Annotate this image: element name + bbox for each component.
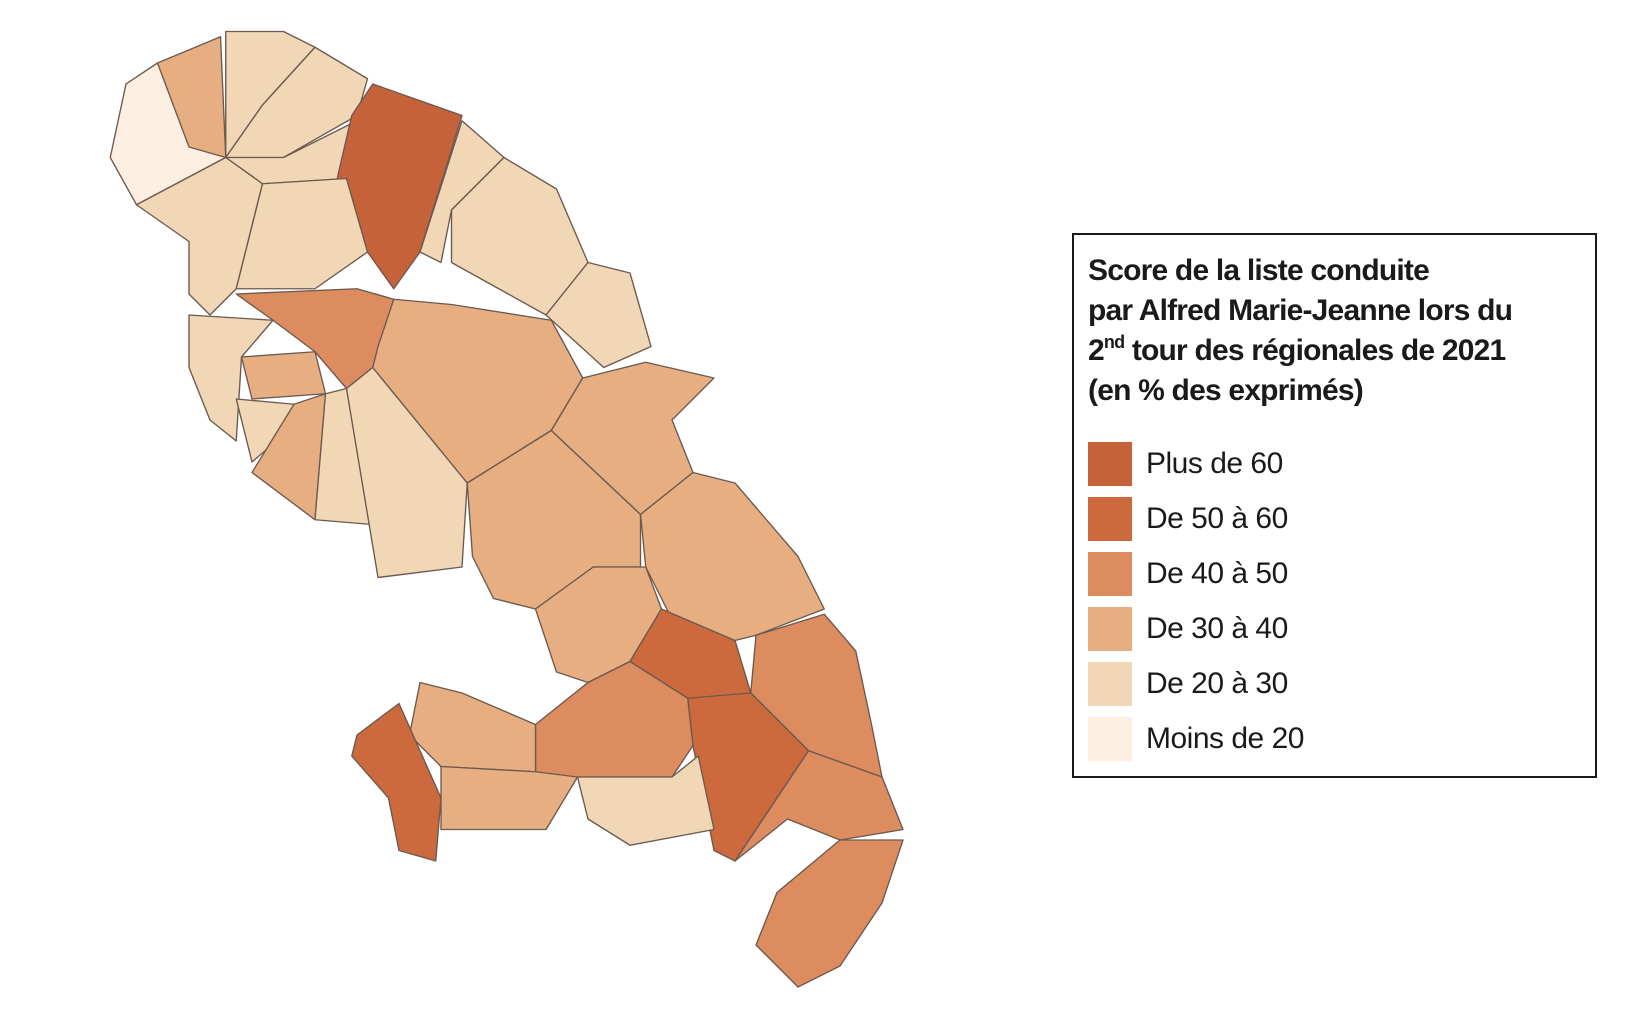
commune: [755, 839, 904, 988]
legend-label: De 30 à 40: [1146, 612, 1288, 645]
commune: [235, 177, 369, 290]
legend-title-sup: nd: [1104, 332, 1124, 352]
legend-title: 2nd tour des régionales de 2021: [1088, 332, 1505, 367]
legend-title: Score de la liste conduite: [1088, 254, 1429, 287]
map: [109, 30, 904, 988]
commune: [440, 765, 579, 831]
commune: [419, 120, 505, 264]
commune: [576, 755, 715, 846]
commune: [335, 83, 463, 290]
legend-swatch: [1088, 442, 1132, 486]
legend: Score de la liste conduite par Alfred Ma…: [1072, 233, 1597, 778]
commune: [135, 156, 264, 316]
commune: [240, 351, 327, 400]
commune: [351, 702, 442, 862]
legend-title: 2: [1088, 334, 1104, 367]
legend-label: De 20 à 30: [1146, 667, 1288, 700]
commune: [734, 750, 904, 862]
legend-title: tour des régionales de 2021: [1124, 334, 1505, 367]
legend-box: [1072, 233, 1597, 778]
commune: [188, 314, 274, 442]
legend-label: Moins de 20: [1146, 722, 1304, 755]
legend-title: par Alfred Marie-Jeanne lors du: [1088, 294, 1512, 327]
legend-label: Plus de 60: [1146, 447, 1283, 480]
legend-swatch: [1088, 497, 1132, 541]
commune: [545, 261, 652, 369]
legend-swatch: [1088, 662, 1132, 706]
legend-swatch: [1088, 552, 1132, 596]
commune: [639, 471, 825, 642]
legend-swatch: [1088, 717, 1132, 761]
legend-label: De 40 à 50: [1146, 557, 1288, 590]
commune: [345, 366, 468, 579]
legend-swatch: [1088, 607, 1132, 651]
legend-label: De 50 à 60: [1146, 502, 1288, 535]
commune: [408, 681, 537, 773]
legend-title: (en % des exprimés): [1088, 374, 1363, 407]
